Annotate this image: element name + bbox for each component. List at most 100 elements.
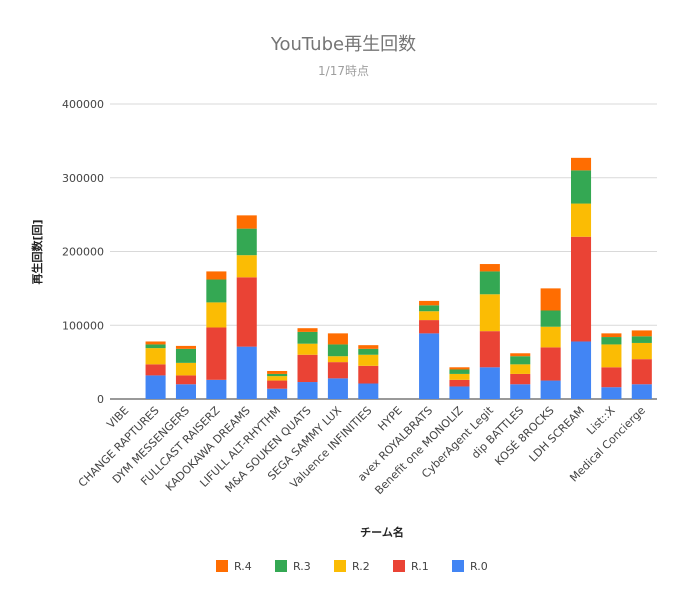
bar-segment bbox=[540, 288, 561, 311]
bar-segment bbox=[267, 373, 288, 377]
bar-segment bbox=[206, 279, 227, 303]
y-axis-title: 再生回数[回] bbox=[30, 219, 44, 284]
legend-label: R.4 bbox=[234, 560, 252, 573]
bar-segment bbox=[449, 369, 470, 374]
bar-segment bbox=[419, 300, 440, 306]
bar-segment bbox=[267, 388, 288, 399]
bar-segment bbox=[358, 354, 379, 366]
bar-segment bbox=[267, 370, 288, 374]
bar-segment bbox=[479, 367, 500, 399]
bar-segment bbox=[479, 294, 500, 332]
bar-segment bbox=[206, 271, 227, 280]
bar-segment bbox=[175, 345, 197, 349]
bar-segment bbox=[631, 330, 652, 337]
bar-segment bbox=[510, 384, 531, 399]
bar-segment bbox=[510, 364, 531, 374]
bar-segment bbox=[206, 379, 227, 399]
bar-segment bbox=[449, 379, 470, 387]
bar-segment bbox=[297, 331, 318, 344]
bar-segment bbox=[297, 343, 318, 355]
legend: R.4 R.3 R.2 R.1 R.0 bbox=[216, 560, 488, 573]
bar-segment bbox=[236, 228, 257, 256]
y-tick-label: 400000 bbox=[62, 98, 104, 111]
bars bbox=[145, 157, 652, 399]
bar-segment bbox=[601, 344, 622, 368]
legend-label: R.2 bbox=[352, 560, 370, 573]
bar-segment bbox=[236, 255, 257, 278]
bar-segment bbox=[510, 353, 531, 357]
bar-segment bbox=[267, 380, 288, 389]
bar-segment bbox=[297, 354, 318, 383]
bar-segment bbox=[175, 348, 197, 363]
bar-segment bbox=[419, 311, 440, 321]
legend-label: R.3 bbox=[293, 560, 311, 573]
bar-segment bbox=[570, 157, 592, 171]
bar-segment bbox=[358, 345, 379, 349]
bar-segment bbox=[175, 362, 197, 376]
x-tick-label: VIBE bbox=[104, 404, 131, 431]
bar-segment bbox=[358, 348, 379, 355]
y-tick-label: 300000 bbox=[62, 172, 104, 185]
bar-segment bbox=[570, 170, 592, 204]
x-tick-label: LDH SCREAM bbox=[527, 404, 588, 465]
bar-segment bbox=[510, 373, 531, 385]
x-axis-title: チーム名 bbox=[360, 525, 404, 539]
bar-segment bbox=[358, 383, 379, 399]
bar-segment bbox=[297, 382, 318, 399]
bar-segment bbox=[327, 356, 348, 363]
y-axis-ticks: 0 100000 200000 300000 400000 bbox=[62, 98, 104, 406]
bar-segment bbox=[145, 344, 166, 349]
bar-segment bbox=[540, 347, 561, 381]
bar-segment bbox=[236, 346, 257, 399]
bar-segment bbox=[479, 331, 500, 368]
legend-label: R.1 bbox=[411, 560, 429, 573]
bar-segment bbox=[267, 376, 288, 381]
chart-title: YouTube再生回数 bbox=[270, 34, 417, 55]
bar-segment bbox=[419, 333, 440, 399]
y-tick-label: 0 bbox=[97, 393, 104, 406]
bar-segment bbox=[510, 356, 531, 365]
bar-segment bbox=[631, 342, 652, 360]
legend-swatch bbox=[275, 560, 287, 572]
legend-swatch bbox=[216, 560, 228, 572]
bar-segment bbox=[570, 236, 592, 342]
legend-label: R.0 bbox=[470, 560, 488, 573]
bar-segment bbox=[145, 348, 166, 365]
bar-segment bbox=[570, 341, 592, 399]
bar-segment bbox=[327, 333, 348, 345]
legend-swatch bbox=[393, 560, 405, 572]
bar-segment bbox=[327, 378, 348, 399]
bar-segment bbox=[358, 365, 379, 384]
y-tick-label: 200000 bbox=[62, 246, 104, 259]
gridlines bbox=[110, 103, 657, 400]
bar-segment bbox=[419, 320, 440, 334]
bar-segment bbox=[145, 341, 166, 345]
bar-segment bbox=[206, 302, 227, 328]
legend-swatch bbox=[334, 560, 346, 572]
bar-segment bbox=[479, 264, 500, 272]
bar-segment bbox=[327, 344, 348, 357]
bar-segment bbox=[145, 364, 166, 376]
legend-swatch bbox=[452, 560, 464, 572]
bar-segment bbox=[540, 310, 561, 327]
bar-segment bbox=[631, 336, 652, 343]
bar-segment bbox=[601, 367, 622, 388]
bar-segment bbox=[175, 375, 197, 385]
bar-segment bbox=[449, 386, 470, 399]
bar-segment bbox=[540, 326, 561, 348]
bar-segment bbox=[145, 375, 166, 399]
bar-segment bbox=[206, 327, 227, 380]
bar-segment bbox=[570, 203, 592, 237]
bar-segment bbox=[479, 271, 500, 295]
bar-segment bbox=[601, 387, 622, 399]
bar-segment bbox=[601, 333, 622, 338]
bar-segment bbox=[175, 384, 197, 399]
bar-segment bbox=[297, 328, 318, 332]
bar-segment bbox=[419, 305, 440, 312]
bar-segment bbox=[601, 337, 622, 345]
bar-segment bbox=[327, 362, 348, 379]
bar-segment bbox=[449, 367, 470, 370]
y-tick-label: 100000 bbox=[62, 319, 104, 332]
bar-segment bbox=[540, 380, 561, 399]
